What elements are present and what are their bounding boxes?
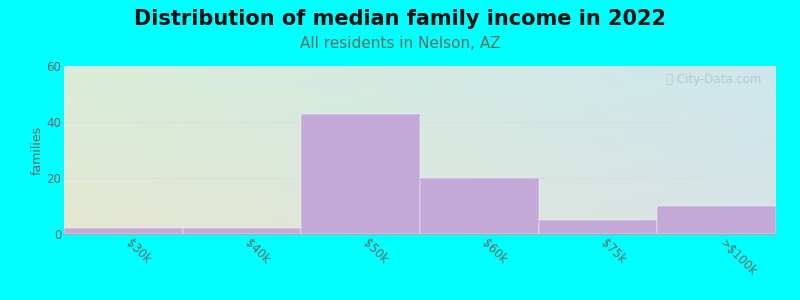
Bar: [420, 178, 538, 234]
Text: ⓘ City-Data.com: ⓘ City-Data.com: [666, 73, 762, 86]
Text: All residents in Nelson, AZ: All residents in Nelson, AZ: [300, 36, 500, 51]
Bar: [538, 220, 658, 234]
Bar: [302, 114, 420, 234]
Bar: [182, 228, 302, 234]
Text: Distribution of median family income in 2022: Distribution of median family income in …: [134, 9, 666, 29]
Bar: [64, 228, 182, 234]
Bar: [658, 206, 776, 234]
Y-axis label: families: families: [30, 125, 43, 175]
